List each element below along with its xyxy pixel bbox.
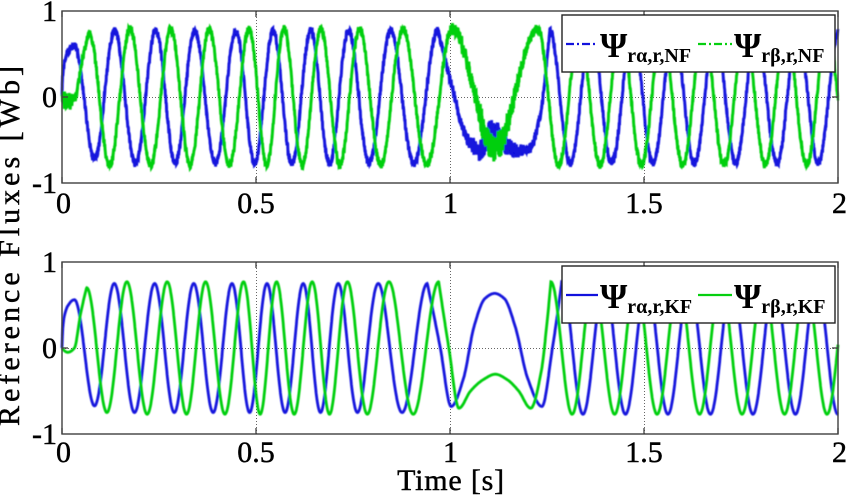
svg-text:2: 2 (832, 436, 847, 469)
svg-text:0: 0 (42, 332, 57, 365)
svg-text:Reference Fluxes [Wb]: Reference Fluxes [Wb] (0, 62, 26, 426)
svg-text:0: 0 (56, 187, 71, 220)
svg-text:1.5: 1.5 (625, 436, 663, 469)
svg-text:1: 1 (443, 187, 458, 220)
svg-text:Ψrβ,r,KF: Ψrβ,r,KF (734, 277, 826, 318)
svg-text:2: 2 (832, 187, 847, 220)
svg-text:-1: -1 (32, 167, 57, 200)
svg-text:1: 1 (443, 436, 458, 469)
svg-text:1.5: 1.5 (625, 187, 663, 220)
svg-text:Time [s]: Time [s] (397, 464, 505, 497)
svg-text:0.5: 0.5 (237, 436, 275, 469)
svg-text:0: 0 (56, 436, 71, 469)
svg-text:0: 0 (42, 81, 57, 114)
svg-text:-1: -1 (32, 418, 57, 451)
svg-text:1: 1 (42, 0, 57, 28)
svg-text:0.5: 0.5 (237, 187, 275, 220)
svg-text:1: 1 (42, 246, 57, 279)
